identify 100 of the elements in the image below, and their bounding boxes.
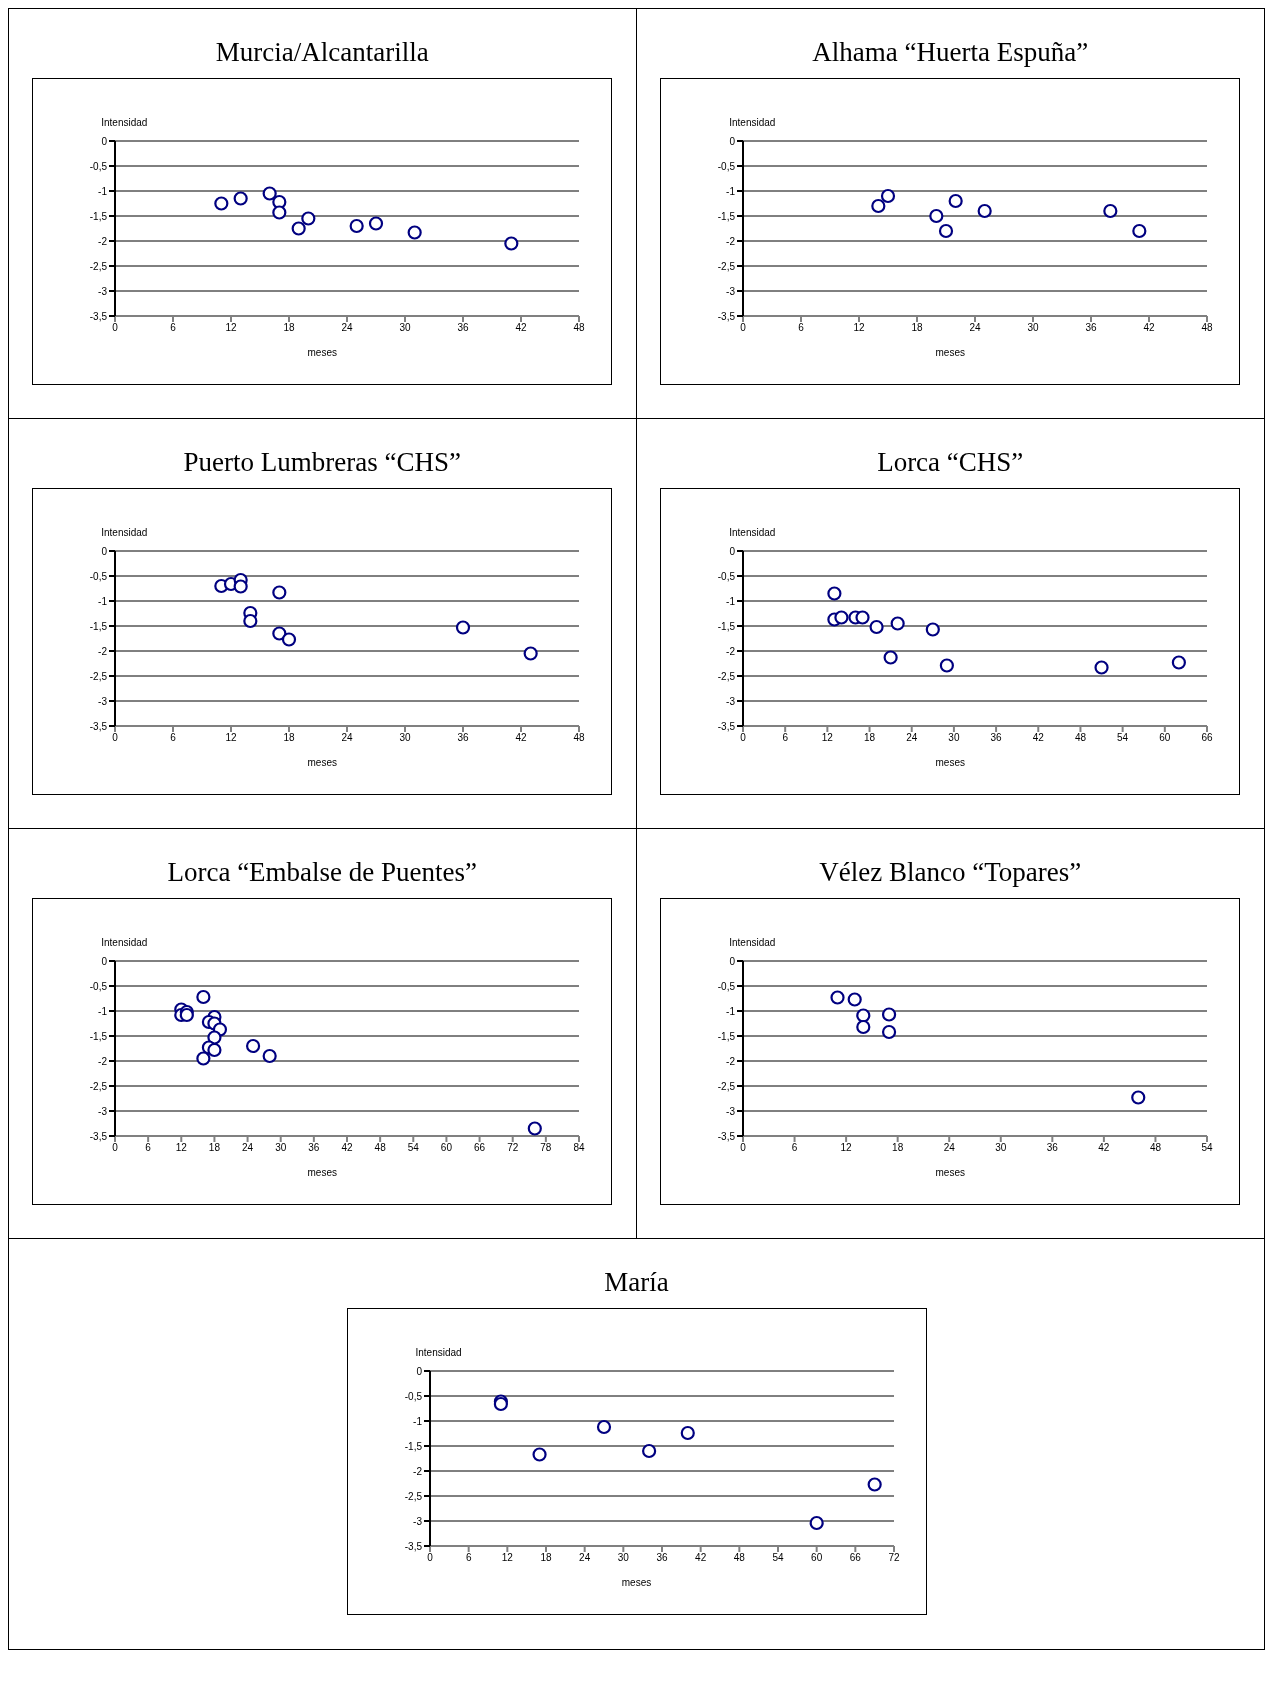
x-tick-label: 12 <box>225 322 238 334</box>
x-tick-label: 72 <box>887 1552 900 1564</box>
x-tick-label: 36 <box>457 732 470 744</box>
y-axis-title: Intensidad <box>729 937 776 948</box>
y-tick-label: 0 <box>729 545 736 557</box>
y-tick-label: -0,5 <box>404 1390 422 1402</box>
y-tick-label: -3,5 <box>404 1540 422 1552</box>
y-axis-title: Intensidad <box>101 117 148 128</box>
x-tick-label: 66 <box>1201 732 1214 744</box>
chart-title: María <box>604 1267 669 1298</box>
y-tick-label: 0 <box>101 545 108 557</box>
y-tick-label: -2 <box>98 1055 108 1067</box>
y-tick-label: -2 <box>98 235 108 247</box>
x-tick-label: 6 <box>465 1552 472 1564</box>
y-tick-label: -3,5 <box>90 1130 108 1142</box>
x-tick-label: 42 <box>341 1142 354 1154</box>
x-tick-label: 0 <box>112 732 119 744</box>
x-tick-label: 0 <box>740 1142 747 1154</box>
x-tick-label: 42 <box>694 1552 707 1564</box>
x-tick-label: 24 <box>943 1142 956 1154</box>
x-tick-label: 60 <box>441 1142 453 1154</box>
y-tick-label: -2,5 <box>90 260 108 272</box>
x-tick-label: 18 <box>283 322 296 334</box>
y-tick-label: -3 <box>98 285 108 297</box>
x-tick-label: 24 <box>341 322 354 334</box>
y-tick-label: -2 <box>726 645 736 657</box>
x-tick-label: 18 <box>911 322 924 334</box>
y-tick-label: -3,5 <box>90 720 108 732</box>
y-tick-label: -2,5 <box>404 1490 422 1502</box>
x-tick-label: 30 <box>948 732 961 744</box>
x-tick-label: 36 <box>308 1142 321 1154</box>
x-tick-label: 6 <box>792 1142 799 1154</box>
y-tick-label: -3,5 <box>718 720 736 732</box>
x-tick-label: 30 <box>399 732 412 744</box>
x-tick-label: 36 <box>1085 322 1098 334</box>
x-tick-label: 24 <box>242 1142 254 1154</box>
x-tick-label: 24 <box>969 322 982 334</box>
x-axis-title: meses <box>934 1167 966 1178</box>
x-tick-label: 78 <box>540 1142 553 1154</box>
y-tick-label: -0,5 <box>90 980 108 992</box>
x-tick-label: 48 <box>573 322 586 334</box>
y-tick-label: -2,5 <box>718 1080 736 1092</box>
x-tick-label: 6 <box>170 732 177 744</box>
x-tick-label: 18 <box>539 1552 552 1564</box>
chart-title: Vélez Blanco “Topares” <box>819 857 1082 888</box>
y-tick-label: -2 <box>412 1465 422 1477</box>
x-tick-label: 6 <box>145 1142 152 1154</box>
x-tick-label: 42 <box>1032 732 1045 744</box>
x-tick-label: 36 <box>990 732 1003 744</box>
y-axis-title: Intensidad <box>729 117 776 128</box>
x-tick-label: 0 <box>740 322 747 334</box>
y-tick-label: -1,5 <box>90 1030 108 1042</box>
chart-title: Alhama “Huerta Espuña” <box>812 37 1089 68</box>
y-tick-label: -2,5 <box>718 260 736 272</box>
x-tick-label: 18 <box>864 732 876 744</box>
x-tick-label: 48 <box>1075 732 1087 744</box>
x-tick-label: 30 <box>275 1142 287 1154</box>
y-tick-label: -1 <box>98 1005 108 1017</box>
x-tick-label: 72 <box>507 1142 519 1154</box>
chart-title: Murcia/Alcantarilla <box>215 37 429 68</box>
x-tick-label: 6 <box>782 732 789 744</box>
x-tick-label: 12 <box>822 732 834 744</box>
x-tick-label: 0 <box>112 1142 119 1154</box>
y-tick-label: -3,5 <box>718 310 736 322</box>
x-tick-label: 42 <box>1098 1142 1111 1154</box>
y-axis-title: Intensidad <box>101 527 148 538</box>
y-tick-label: -1,5 <box>718 1030 736 1042</box>
x-axis-title: meses <box>934 347 966 358</box>
y-tick-label: 0 <box>729 955 736 967</box>
x-tick-label: 6 <box>798 322 805 334</box>
x-tick-label: 48 <box>733 1552 745 1564</box>
y-tick-label: -2 <box>726 235 736 247</box>
y-tick-label: -3 <box>726 695 736 707</box>
y-tick-label: -3 <box>412 1515 422 1527</box>
y-tick-label: -3 <box>98 1105 108 1117</box>
y-tick-label: -3 <box>98 695 108 707</box>
x-tick-label: 12 <box>853 322 866 334</box>
y-tick-label: -1 <box>726 595 736 607</box>
x-tick-label: 36 <box>1047 1142 1059 1154</box>
x-tick-label: 30 <box>995 1142 1008 1154</box>
x-tick-label: 48 <box>374 1142 387 1154</box>
x-tick-label: 0 <box>740 732 747 744</box>
y-tick-label: -3,5 <box>90 310 108 322</box>
x-tick-label: 54 <box>407 1142 420 1154</box>
y-tick-label: -1 <box>98 185 108 197</box>
x-tick-label: 18 <box>892 1142 904 1154</box>
y-tick-label: -2,5 <box>90 1080 108 1092</box>
y-tick-label: -2,5 <box>90 670 108 682</box>
y-tick-label: -3 <box>726 285 736 297</box>
y-tick-label: 0 <box>729 135 736 147</box>
x-tick-label: 66 <box>849 1552 861 1564</box>
y-tick-label: -2,5 <box>718 670 736 682</box>
x-axis-title: meses <box>934 757 966 768</box>
x-tick-label: 12 <box>840 1142 853 1154</box>
y-tick-label: -2 <box>726 1055 736 1067</box>
y-axis-title: Intensidad <box>415 1347 462 1358</box>
y-tick-label: -3,5 <box>718 1130 736 1142</box>
x-tick-label: 24 <box>906 732 918 744</box>
x-tick-label: 36 <box>457 322 470 334</box>
y-axis-title: Intensidad <box>729 527 776 538</box>
